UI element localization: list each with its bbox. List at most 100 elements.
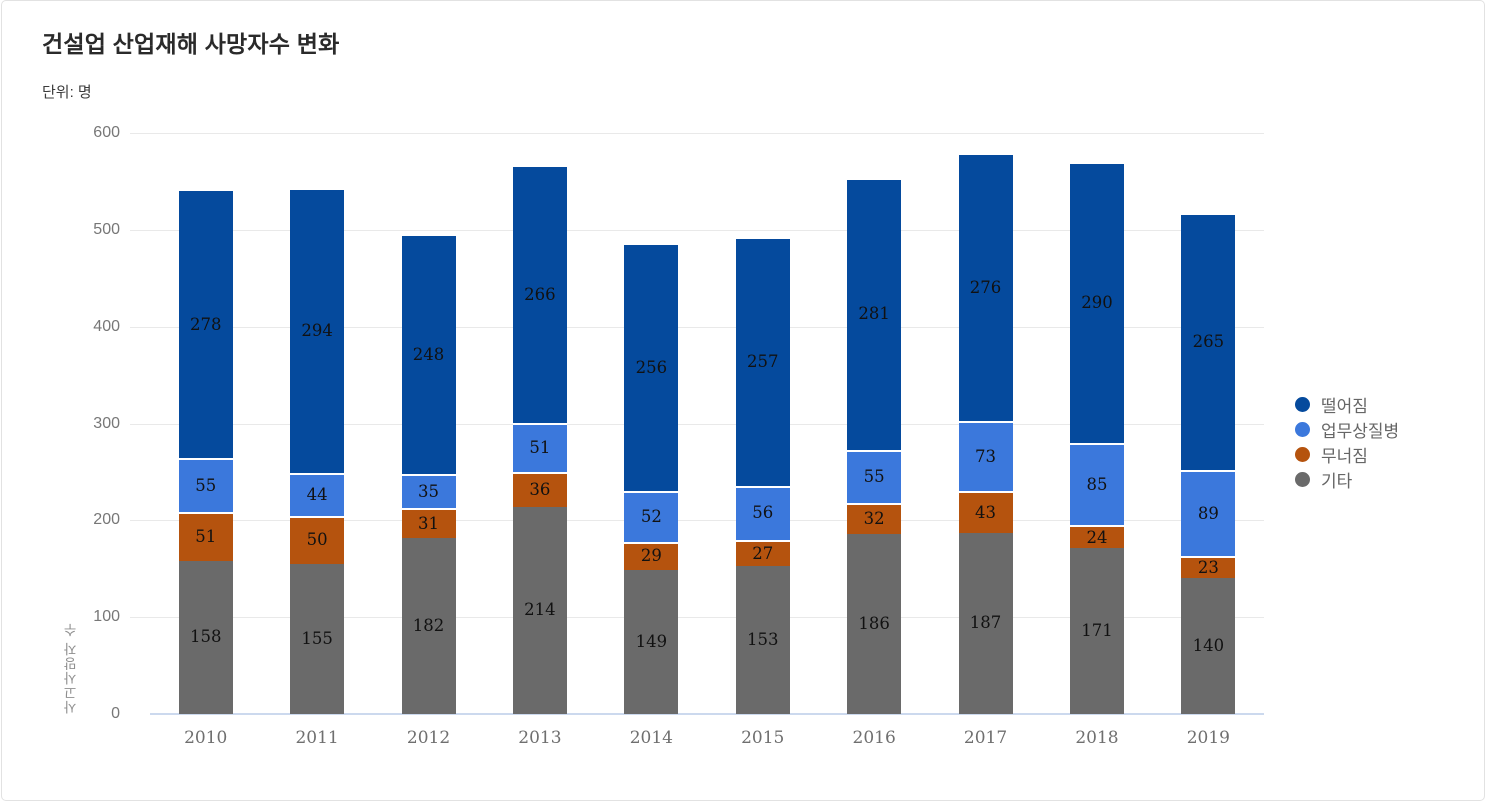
y-tick-label: 200 bbox=[93, 511, 120, 529]
unit-label: 단위: 명 bbox=[42, 84, 92, 101]
legend-dot-icon bbox=[1295, 422, 1310, 437]
legend-item: 기타 bbox=[1295, 467, 1399, 492]
stacked-bar: 155 50 44 294 bbox=[290, 188, 345, 714]
bar-segment: 36 bbox=[512, 471, 567, 507]
bar-value-label: 89 bbox=[1197, 503, 1219, 523]
legend-label: 기타 bbox=[1321, 472, 1353, 491]
bar-value-label: 266 bbox=[524, 284, 556, 304]
bar-segment: 140 bbox=[1181, 578, 1236, 714]
bar-segment: 149 bbox=[624, 569, 679, 714]
bar-segment: 266 bbox=[512, 164, 567, 423]
legend-item: 업무상질병 bbox=[1295, 417, 1399, 442]
bar-group-2018: 171 24 85 290 bbox=[1041, 133, 1152, 714]
bars-row: 158 51 55 278 155 50 44 294 182 31 35 248 214 36 51 266… bbox=[150, 133, 1264, 714]
stacked-bar: 186 32 55 281 bbox=[847, 177, 902, 714]
legend-dot-icon bbox=[1295, 472, 1310, 487]
bar-segment: 52 bbox=[624, 491, 679, 542]
bar-value-label: 182 bbox=[412, 615, 445, 635]
bar-value-label: 43 bbox=[975, 502, 997, 522]
bar-value-label: 257 bbox=[746, 351, 779, 371]
bar-group-2017: 187 43 73 276 bbox=[930, 133, 1041, 714]
x-tick-label: 2017 bbox=[963, 728, 1008, 748]
bar-segment: 248 bbox=[401, 233, 456, 474]
bar-segment: 256 bbox=[624, 243, 679, 492]
bar-segment: 31 bbox=[401, 507, 456, 538]
y-tick-label: 0 bbox=[111, 705, 120, 722]
bar-segment: 214 bbox=[512, 506, 567, 714]
x-tick-label: 2014 bbox=[629, 728, 673, 748]
legend-label: 무너짐 bbox=[1321, 447, 1368, 466]
legend-label: 떨어짐 bbox=[1321, 397, 1368, 416]
bar-value-label: 149 bbox=[635, 631, 668, 651]
bar-segment: 23 bbox=[1181, 556, 1236, 579]
bar-value-label: 214 bbox=[524, 600, 556, 620]
bar-group-2010: 158 51 55 278 bbox=[150, 133, 261, 714]
bar-segment: 182 bbox=[401, 537, 456, 714]
bar-value-label: 153 bbox=[746, 629, 779, 649]
bar-segment: 265 bbox=[1181, 213, 1236, 470]
bar-value-label: 56 bbox=[752, 503, 774, 523]
bar-segment: 32 bbox=[847, 502, 902, 534]
x-tick-label: 2013 bbox=[518, 728, 562, 748]
stacked-bar: 182 31 35 248 bbox=[401, 233, 456, 714]
bar-value-label: 155 bbox=[301, 628, 333, 648]
bar-segment: 153 bbox=[735, 565, 790, 714]
y-tick-label: 600 bbox=[93, 124, 120, 141]
bar-group-2019: 140 23 89 265 bbox=[1153, 133, 1264, 714]
bar-segment: 35 bbox=[401, 473, 456, 508]
bar-segment: 55 bbox=[847, 449, 902, 503]
bar-segment: 55 bbox=[178, 458, 233, 512]
y-tick-label: 100 bbox=[93, 608, 120, 626]
stacked-bar: 214 36 51 266 bbox=[512, 164, 567, 714]
bar-value-label: 290 bbox=[1081, 293, 1113, 313]
bar-value-label: 44 bbox=[306, 484, 328, 504]
x-tick-label: 2019 bbox=[1186, 728, 1230, 748]
bar-value-label: 51 bbox=[529, 437, 551, 457]
stacked-bar: 149 29 52 256 bbox=[624, 243, 679, 714]
bar-value-label: 52 bbox=[640, 507, 662, 527]
bar-segment: 51 bbox=[178, 511, 233, 562]
bar-segment: 89 bbox=[1181, 470, 1236, 557]
gridline bbox=[130, 326, 1264, 328]
bar-value-label: 35 bbox=[418, 481, 440, 501]
bar-value-label: 85 bbox=[1086, 474, 1108, 494]
stacked-bar: 187 43 73 276 bbox=[958, 153, 1013, 714]
bar-value-label: 278 bbox=[189, 314, 222, 334]
plot-area: 사고사망자 수 158 51 55 278 155 50 44 294 182 31 35 248 21… bbox=[64, 124, 1264, 748]
legend-item: 떨어짐 bbox=[1295, 392, 1399, 417]
bar-value-label: 51 bbox=[195, 527, 217, 547]
bar-segment: 29 bbox=[624, 541, 679, 570]
bar-value-label: 50 bbox=[306, 530, 328, 550]
bar-segment: 171 bbox=[1069, 548, 1124, 714]
bar-segment: 56 bbox=[735, 485, 790, 540]
bar-value-label: 23 bbox=[1197, 558, 1219, 578]
bar-segment: 294 bbox=[290, 188, 345, 473]
bar-segment: 155 bbox=[290, 563, 345, 714]
bar-value-label: 276 bbox=[969, 277, 1002, 297]
legend-label: 업무상질병 bbox=[1321, 422, 1400, 441]
bar-segment: 276 bbox=[958, 153, 1013, 421]
stacked-bar: 171 24 85 290 bbox=[1069, 162, 1124, 714]
bar-group-2012: 182 31 35 248 bbox=[373, 133, 484, 714]
gridline bbox=[130, 617, 1264, 619]
stacked-bar: 158 51 55 278 bbox=[178, 189, 233, 714]
x-tick-label: 2016 bbox=[852, 728, 896, 748]
bar-segment: 281 bbox=[847, 177, 902, 450]
bar-value-label: 187 bbox=[969, 613, 1002, 633]
x-tick-label: 2018 bbox=[1075, 728, 1119, 748]
bar-group-2015: 153 27 56 257 bbox=[707, 133, 818, 714]
bar-segment: 257 bbox=[735, 236, 790, 486]
x-tick-label: 2011 bbox=[295, 728, 339, 748]
bar-segment: 50 bbox=[290, 515, 345, 564]
bar-segment: 44 bbox=[290, 472, 345, 516]
y-tick-label: 300 bbox=[93, 414, 120, 432]
bar-value-label: 29 bbox=[640, 546, 662, 566]
y-tick-label: 500 bbox=[93, 220, 120, 238]
bar-segment: 43 bbox=[958, 491, 1013, 533]
gridline bbox=[130, 423, 1264, 425]
bar-value-label: 294 bbox=[301, 321, 333, 341]
bar-value-label: 265 bbox=[1192, 332, 1225, 352]
gridline bbox=[130, 133, 1264, 134]
